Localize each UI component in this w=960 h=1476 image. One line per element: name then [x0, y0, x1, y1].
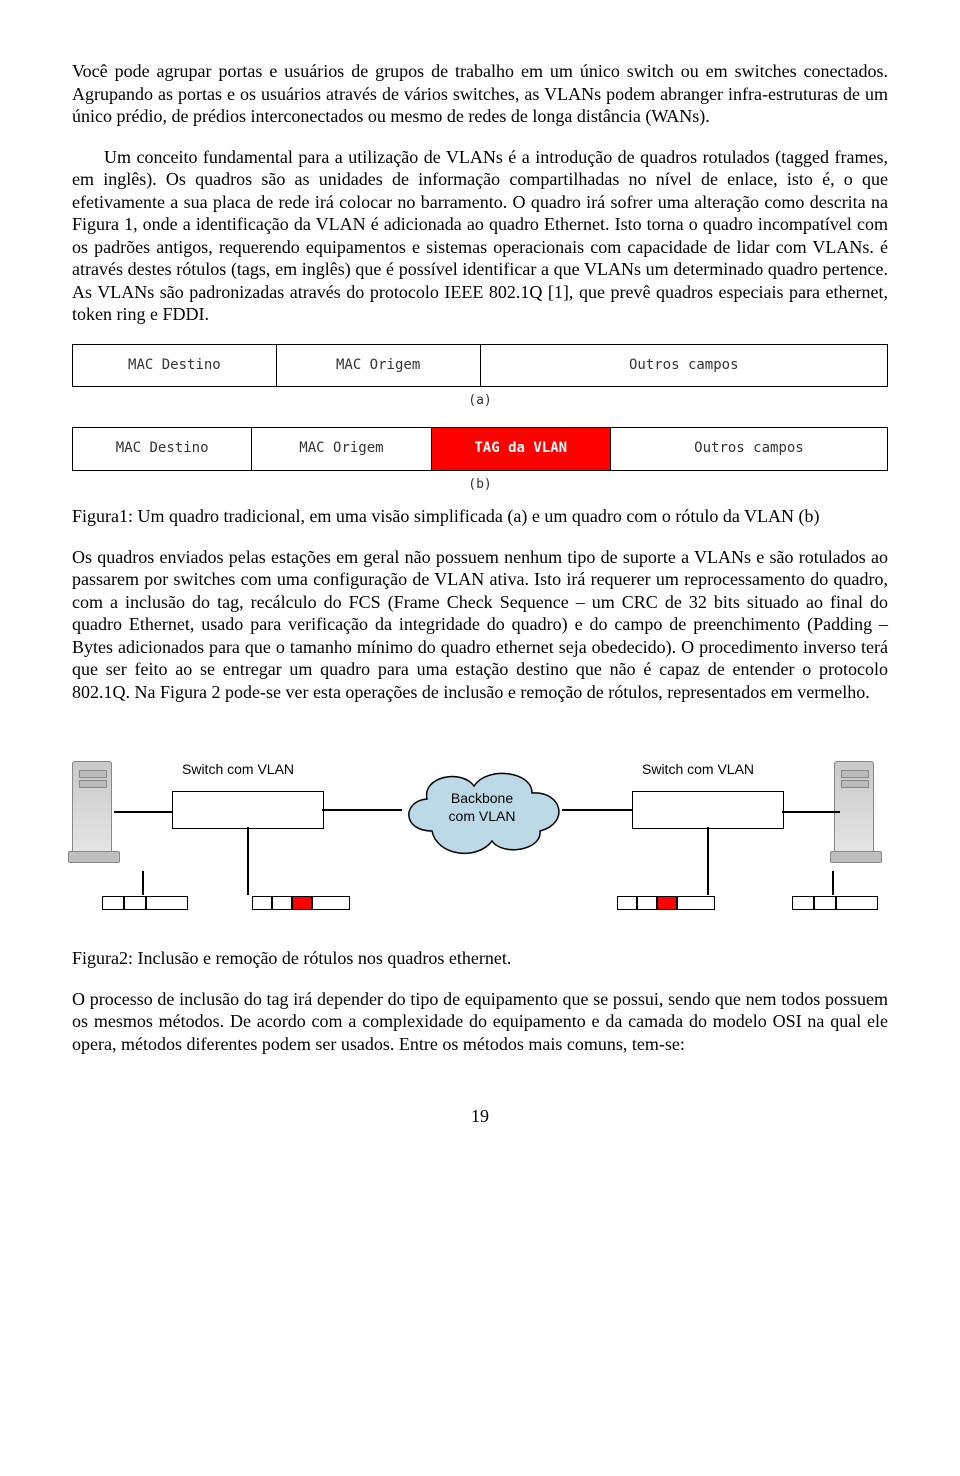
figure1-b-label: (b) [72, 477, 888, 493]
figure1-a-label: (a) [72, 393, 888, 409]
link-line [832, 871, 834, 895]
frame-a-cell-2: Outros campos [480, 344, 888, 387]
paragraph-3: Os quadros enviados pelas estações em ge… [72, 546, 888, 704]
link-line [707, 827, 709, 895]
pc-left-icon [72, 761, 130, 871]
frame-b-cell-tag: TAG da VLAN [431, 428, 610, 471]
paragraph-1: Você pode agrupar portas e usuários de g… [72, 60, 888, 128]
figure2-diagram: Switch com VLAN Switch com VLAN Backbone… [72, 721, 892, 941]
cloud-text-1: Backbone [451, 790, 513, 806]
figure1-caption: Figura1: Um quadro tradicional, em uma v… [72, 505, 888, 528]
mini-frame-tagged-icon [617, 896, 715, 910]
figure1-frame-a: MAC Destino MAC Origem Outros campos [72, 344, 888, 388]
page-number: 19 [72, 1105, 888, 1128]
link-line [562, 809, 632, 811]
frame-b-table: MAC Destino MAC Origem TAG da VLAN Outro… [72, 427, 888, 471]
pc-right-icon [834, 761, 892, 871]
figure1-frame-b: MAC Destino MAC Origem TAG da VLAN Outro… [72, 427, 888, 471]
link-line [782, 811, 840, 813]
paragraph-4: O processo de inclusão do tag irá depend… [72, 988, 888, 1056]
frame-b-cell-0: MAC Destino [73, 428, 252, 471]
frame-a-table: MAC Destino MAC Origem Outros campos [72, 344, 888, 388]
figure2-caption: Figura2: Inclusão e remoção de rótulos n… [72, 947, 888, 970]
switch-left-label: Switch com VLAN [182, 761, 294, 779]
frame-b-cell-1: MAC Origem [252, 428, 431, 471]
frame-a-cell-0: MAC Destino [73, 344, 277, 387]
mini-frame-untagged-icon [102, 896, 188, 910]
switch-right-icon [632, 791, 784, 829]
backbone-cloud-icon: Backbone com VLAN [392, 761, 572, 861]
link-line [142, 871, 144, 895]
mini-frame-tagged-icon [252, 896, 350, 910]
frame-b-cell-3: Outros campos [610, 428, 887, 471]
mini-frame-untagged-icon [792, 896, 878, 910]
link-line [247, 827, 249, 895]
link-line [322, 809, 402, 811]
frame-a-cell-1: MAC Origem [276, 344, 480, 387]
cloud-text-2: com VLAN [449, 808, 516, 824]
switch-left-icon [172, 791, 324, 829]
paragraph-2: Um conceito fundamental para a utilizaçã… [72, 146, 888, 326]
link-line [114, 811, 172, 813]
switch-right-label: Switch com VLAN [642, 761, 754, 779]
